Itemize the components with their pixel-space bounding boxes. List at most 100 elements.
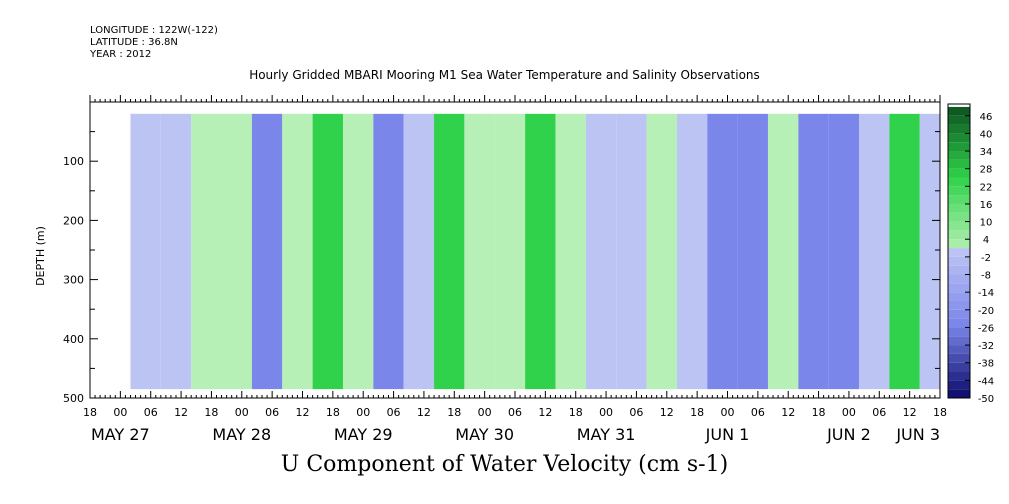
colorbar-swatch	[948, 309, 970, 319]
colorbar-swatch	[948, 300, 970, 310]
x-day-label: MAY 28	[212, 425, 271, 444]
colorbar-frame	[947, 103, 971, 399]
y-tick-label: 300	[63, 274, 84, 287]
heatmap-band	[767, 113, 799, 390]
heatmap-band	[676, 113, 708, 390]
x-tick-label: 00	[599, 406, 613, 419]
heatmap-band	[403, 113, 435, 390]
colorbar-label: -26	[978, 323, 994, 334]
heatmap-band	[859, 113, 890, 390]
colorbar-swatch	[948, 345, 970, 354]
x-tick-label: 06	[387, 406, 401, 419]
heatmap-band	[707, 113, 738, 390]
x-day-label: JUN 1	[705, 425, 750, 444]
colorbar-swatch	[948, 168, 970, 178]
heatmap-band	[889, 113, 920, 390]
x-tick-label: 18	[569, 406, 583, 419]
colorbar-swatch	[948, 195, 970, 204]
x-day-label: MAY 31	[577, 425, 636, 444]
heatmap-band	[434, 113, 465, 390]
colorbar-swatch	[948, 371, 970, 381]
colorbar-swatch	[948, 353, 970, 363]
colorbar-swatch	[948, 274, 970, 284]
heatmap-band	[130, 113, 161, 390]
x-tick-label: 00	[478, 406, 492, 419]
colorbar-swatch	[948, 327, 970, 337]
y-axis-label: DEPTH (m)	[34, 226, 47, 286]
x-tick-label: 12	[660, 406, 674, 419]
colorbar-swatch	[948, 248, 970, 257]
x-tick-label: 12	[903, 406, 917, 419]
x-day-label: JUN 3	[895, 425, 940, 444]
heatmap-band	[312, 113, 343, 390]
colorbar-swatch	[948, 336, 970, 346]
x-tick-label: 12	[538, 406, 552, 419]
colorbar-label: -14	[978, 288, 994, 299]
axis-ticks: 18 00 06 12 18 00 06 12 18 00 06 12 18 00 06 12 18 00 06 12…	[63, 95, 947, 444]
x-tick-label: 00	[113, 406, 127, 419]
colorbar-swatch	[948, 115, 970, 125]
heatmap-band	[646, 113, 677, 390]
x-tick-label: 00	[842, 406, 856, 419]
x-tick-label: 18	[326, 406, 340, 419]
latitude-label: LATITUDE : 36.8N	[90, 37, 178, 48]
heatmap-band	[494, 113, 526, 390]
colorbar: 46 40 34 28 22 16 10 4 -2 -8 -14 -20 -26 -32 -38 -44 -50	[947, 103, 994, 405]
longitude-label: LONGITUDE : 122W(-122)	[90, 25, 218, 36]
x-tick-label: 12	[781, 406, 795, 419]
colorbar-swatch	[948, 151, 970, 160]
colorbar-label: -2	[981, 253, 991, 264]
colorbar-label: 4	[983, 235, 989, 246]
colorbar-swatch	[948, 221, 970, 231]
colorbar-swatch	[948, 177, 970, 187]
y-tick-label: 200	[63, 214, 84, 227]
colorbar-swatch	[948, 186, 970, 196]
x-tick-label: 06	[508, 406, 522, 419]
heatmap-band	[342, 113, 374, 390]
colorbar-swatch	[948, 265, 970, 275]
x-day-label: JUN 2	[826, 425, 871, 444]
colorbar-swatch	[948, 203, 970, 213]
colorbar-label: 46	[980, 112, 993, 123]
x-tick-label: 18	[447, 406, 461, 419]
colorbar-label: 10	[980, 218, 993, 229]
y-tick-label: 500	[63, 392, 84, 405]
colorbar-label: 28	[980, 165, 993, 176]
y-tick-label: 100	[63, 155, 84, 168]
x-tick-label: 06	[751, 406, 765, 419]
x-tick-label: 06	[629, 406, 643, 419]
heatmap-band	[798, 113, 829, 390]
colorbar-swatch	[948, 142, 970, 152]
colorbar-swatch	[948, 133, 970, 143]
x-day-label: MAY 29	[334, 425, 393, 444]
colorbar-swatch	[948, 159, 970, 169]
x-tick-label: 12	[417, 406, 431, 419]
x-tick-label: 18	[204, 406, 218, 419]
colorbar-label: -50	[978, 394, 994, 405]
year-label: YEAR : 2012	[90, 49, 152, 60]
colorbar-label: -20	[978, 306, 994, 317]
heatmap-band	[525, 113, 556, 390]
heatmap-band	[464, 113, 495, 390]
x-tick-label: 06	[872, 406, 886, 419]
colorbar-label: 40	[980, 129, 993, 140]
x-day-label: MAY 27	[91, 425, 150, 444]
x-tick-label: 06	[265, 406, 279, 419]
colorbar-label: 16	[980, 200, 993, 211]
heatmap-band	[373, 113, 404, 390]
x-tick-label: 00	[356, 406, 370, 419]
heatmap-band	[221, 113, 252, 390]
colorbar-label: -8	[981, 271, 991, 282]
colorbar-swatch	[948, 380, 970, 390]
heatmap-band	[160, 113, 192, 390]
heatmap-field	[130, 113, 940, 390]
x-tick-label: 06	[144, 406, 158, 419]
colorbar-swatch	[948, 283, 970, 293]
x-day-label: MAY 30	[455, 425, 514, 444]
colorbar-swatch	[948, 124, 970, 134]
heatmap-band	[616, 113, 647, 390]
colorbar-swatch	[948, 389, 970, 398]
x-tick-label: 18	[812, 406, 826, 419]
colorbar-swatch	[948, 256, 970, 266]
heatmap-band	[282, 113, 313, 390]
